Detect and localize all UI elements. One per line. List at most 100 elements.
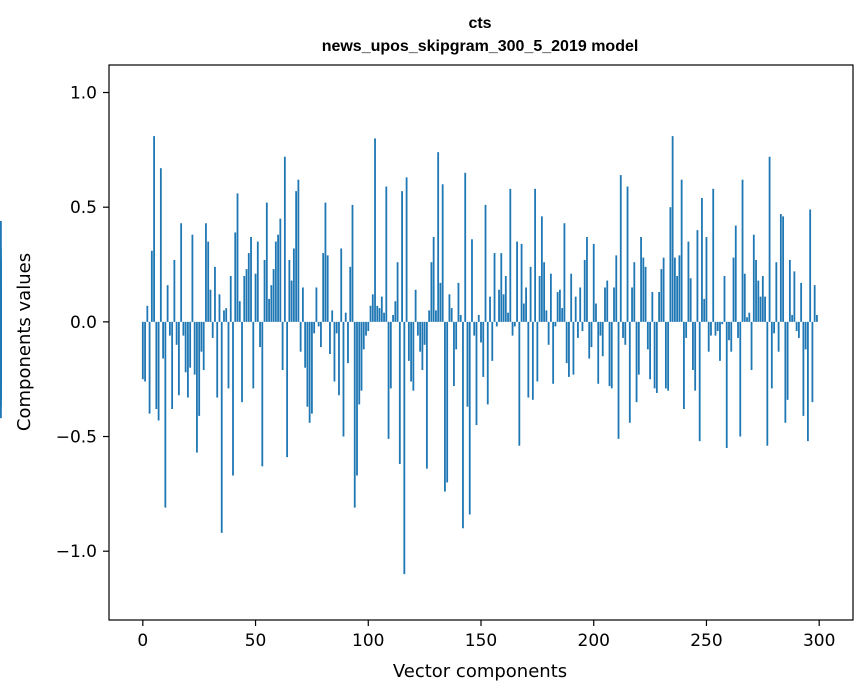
bar-295 [807, 321, 809, 442]
bar-281 [775, 262, 778, 322]
bar-124 [421, 321, 424, 371]
bar-208 [610, 321, 613, 389]
bar-218 [633, 262, 636, 322]
bar-202 [597, 321, 600, 384]
bar-41 [234, 232, 237, 322]
bar-71 [301, 287, 304, 322]
bar-133 [441, 184, 444, 322]
bar-277 [766, 321, 769, 446]
bar-255 [716, 321, 719, 332]
bar-111 [392, 314, 394, 322]
y-tick-label: 0.5 [70, 198, 97, 218]
bar-243 [689, 278, 692, 322]
bar-199 [590, 321, 593, 348]
bar-228 [655, 321, 658, 393]
bar-192 [574, 296, 577, 322]
bar-22 [191, 234, 194, 322]
bar-251 [707, 321, 710, 352]
bar-18 [182, 321, 185, 336]
bar-171 [527, 321, 530, 398]
bar-224 [646, 321, 649, 350]
bar-35 [220, 321, 223, 533]
bar-213 [622, 321, 624, 338]
y-tick-label: 1.0 [70, 84, 97, 104]
bar-40 [232, 321, 234, 476]
bar-201 [595, 303, 597, 322]
bar-undefined [0, 321, 2, 407]
bar-118 [407, 321, 410, 361]
bar-230 [660, 269, 663, 322]
bar-222 [642, 257, 645, 322]
bar-46 [245, 269, 248, 322]
bar-144 [466, 321, 469, 407]
bar-29 [207, 241, 210, 322]
bar-132 [439, 282, 442, 322]
bar-156 [493, 253, 496, 322]
bar-114 [398, 321, 401, 465]
bar-13 [171, 321, 174, 410]
bar-216 [628, 321, 631, 423]
bar-57 [270, 285, 273, 322]
x-axis-label: Vector components [393, 661, 567, 682]
bar-287 [788, 259, 791, 322]
bar-191 [572, 321, 575, 375]
bar-279 [770, 321, 773, 389]
bar-178 [543, 262, 546, 322]
bar-135 [446, 321, 449, 483]
bar-283 [779, 214, 782, 322]
bar-181 [549, 273, 552, 322]
bar-241 [685, 321, 688, 338]
bar-211 [617, 321, 620, 439]
bar-115 [401, 191, 403, 322]
bar-197 [586, 237, 588, 322]
bar-270 [750, 321, 753, 371]
bar-102 [371, 294, 374, 322]
bar-47 [247, 253, 250, 322]
bar-174 [534, 188, 537, 322]
bar-238 [678, 255, 681, 322]
bar-55 [265, 202, 268, 322]
bar-38 [227, 321, 230, 389]
bar-107 [383, 312, 385, 322]
bar-63 [283, 156, 286, 322]
bar-108 [385, 186, 388, 322]
bar-147 [473, 321, 476, 336]
bar-93 [351, 204, 354, 322]
y-tick-label: −1.0 [56, 542, 97, 562]
bar-109 [387, 321, 390, 439]
bar-139 [455, 321, 458, 350]
bar-214 [624, 321, 627, 345]
y-axis-label: Components values [14, 253, 35, 431]
bar-112 [394, 301, 397, 322]
bar-134 [444, 321, 446, 492]
bar-183 [554, 321, 557, 327]
bar-100 [367, 321, 370, 332]
bar-223 [644, 266, 647, 322]
bar-32 [214, 266, 216, 322]
bar-48 [250, 237, 252, 322]
bar-99 [365, 321, 367, 336]
y-tick-label: 0.0 [70, 313, 97, 333]
bar-36 [223, 310, 225, 322]
bar-70 [299, 321, 302, 352]
bar-268 [746, 317, 748, 322]
bar-148 [475, 321, 478, 426]
bar-119 [410, 321, 413, 382]
bar-288 [791, 314, 794, 322]
bar-162 [507, 312, 509, 322]
bar-146 [471, 239, 473, 322]
bar-104 [376, 305, 379, 322]
bar-73 [306, 321, 309, 407]
bar-10 [164, 321, 167, 508]
bar-54 [263, 259, 266, 322]
bar-233 [667, 321, 670, 391]
chart-title: cts [468, 15, 491, 32]
bar-85 [333, 321, 336, 382]
x-tick-label: 100 [352, 631, 384, 651]
bar-250 [705, 237, 708, 322]
bar-172 [529, 266, 532, 322]
bar-37 [225, 308, 228, 322]
bar-130 [435, 310, 437, 322]
bar-49 [252, 321, 255, 389]
bar-152 [484, 204, 487, 322]
